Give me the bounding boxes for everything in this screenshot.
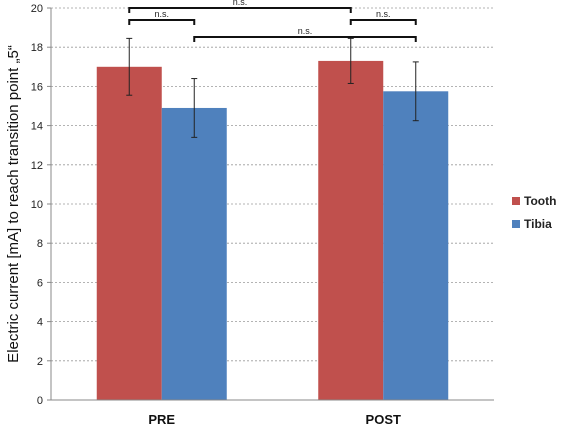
significance-bracket: [193, 36, 417, 42]
significance-brackets: n.s. n.s. n.s. n.s.: [128, 0, 417, 42]
y-tick-label: 2: [37, 356, 43, 368]
significance-label: n.s.: [154, 9, 169, 19]
legend-label-tibia: Tibia: [524, 217, 552, 231]
significance-bracket: [349, 19, 417, 25]
y-tick-label: 6: [37, 277, 43, 289]
y-tick-labels: 0 2 4 6 8 10 12 14 16 18 20: [31, 3, 43, 407]
legend: Tooth Tibia: [512, 194, 556, 231]
x-category-label: POST: [366, 412, 401, 426]
x-category-label: PRE: [148, 412, 175, 426]
y-tick-label: 12: [31, 160, 43, 172]
y-tick-label: 18: [31, 42, 43, 54]
significance-label: n.s.: [233, 0, 248, 7]
y-tick-label: 10: [31, 199, 43, 211]
bar-pre-tibia: [161, 107, 227, 401]
y-tick-label: 8: [37, 238, 43, 250]
legend-swatch-tooth: [512, 197, 520, 205]
legend-label-tooth: Tooth: [524, 194, 556, 208]
y-tick-label: 14: [31, 121, 43, 133]
significance-label: n.s.: [298, 26, 313, 36]
bar-post-tooth: [318, 60, 384, 401]
significance-bracket: [128, 19, 196, 25]
y-axis-title: Electric current [mA] to reach transitio…: [5, 45, 22, 363]
y-tick-label: 4: [37, 317, 43, 329]
bar-pre-tooth: [96, 66, 162, 401]
error-bars: [126, 37, 419, 138]
y-tick-label: 16: [31, 81, 43, 93]
x-category-labels: PRE POST: [148, 412, 401, 426]
y-tick-label: 20: [31, 3, 43, 15]
y-tick-label: 0: [37, 395, 43, 407]
legend-swatch-tibia: [512, 220, 520, 228]
bars: [96, 60, 449, 401]
significance-label: n.s.: [376, 9, 391, 19]
bar-post-tibia: [383, 91, 449, 401]
significance-bracket: [128, 7, 352, 13]
